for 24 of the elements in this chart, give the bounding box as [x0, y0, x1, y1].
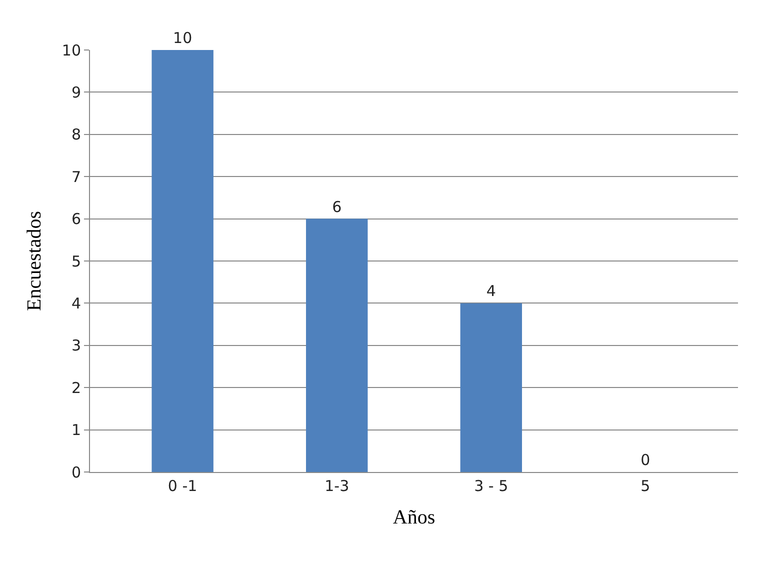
data-label: 0: [640, 451, 650, 469]
data-label: 10: [173, 29, 192, 47]
y-tick-label: 4: [71, 294, 81, 312]
y-tick-label: 1: [71, 421, 81, 440]
y-tick-label: 9: [71, 83, 81, 102]
bar: [306, 218, 368, 472]
y-axis-title: Encuestados: [23, 210, 46, 311]
y-tick-label: 0: [71, 463, 81, 482]
y-tick-label: 10: [62, 41, 81, 60]
bar: [460, 303, 522, 472]
x-tick-label: 3 - 5: [474, 477, 508, 495]
y-tick-label: 6: [71, 210, 81, 228]
y-tick-label: 5: [71, 252, 81, 270]
x-tick-label: 1-3: [324, 477, 350, 495]
y-tick-label: 8: [71, 126, 81, 144]
y-tick-label: 7: [71, 168, 81, 186]
y-tick-label: 2: [71, 378, 81, 397]
x-tick-label: 5: [640, 477, 650, 495]
data-label: 4: [486, 282, 496, 300]
data-label: 6: [332, 198, 342, 216]
x-tick-label: 0 -1: [168, 477, 198, 495]
x-axis-title: Años: [392, 506, 436, 528]
y-tick-label: 3: [71, 336, 81, 355]
bar: [152, 50, 214, 472]
